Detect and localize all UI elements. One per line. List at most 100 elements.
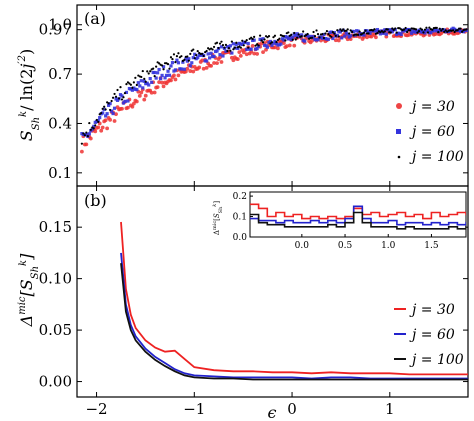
data-point [428, 26, 431, 29]
data-point [212, 45, 216, 49]
panel-a-ylabel: SShk/ ln(2j′2) [17, 49, 42, 142]
data-point [108, 102, 112, 106]
data-point [167, 73, 172, 77]
data-point [380, 29, 383, 33]
data-point [423, 28, 427, 31]
data-point [227, 47, 231, 50]
data-point [438, 27, 441, 30]
data-point [196, 49, 199, 53]
data-point [139, 90, 144, 95]
data-point [437, 30, 440, 34]
data-point [187, 59, 190, 62]
data-point [291, 38, 294, 41]
data-point [325, 30, 329, 33]
data-point [188, 64, 192, 68]
data-point [147, 83, 151, 87]
data-point [267, 35, 271, 38]
data-point [176, 73, 181, 78]
data-point [237, 50, 242, 55]
data-point [158, 77, 163, 81]
data-point [215, 41, 219, 44]
data-point [432, 29, 436, 33]
data-point [374, 35, 378, 40]
data-point [346, 32, 350, 36]
svg-text:Δmic[SShk]: Δmic[SShk] [17, 253, 41, 327]
data-point [246, 41, 250, 46]
data-point [352, 29, 356, 34]
data-point [465, 28, 468, 31]
data-point [406, 30, 409, 34]
data-point [126, 99, 130, 103]
data-point [318, 36, 321, 39]
inset-line-j100 [250, 211, 466, 230]
data-point [140, 75, 143, 79]
data-point [399, 32, 403, 37]
data-point [102, 107, 106, 111]
data-point [440, 29, 443, 32]
data-point [249, 47, 253, 51]
data-point [217, 46, 220, 50]
data-point [187, 57, 191, 61]
data-point [250, 44, 255, 48]
data-point [273, 39, 277, 44]
data-point [185, 59, 189, 63]
data-point [101, 107, 104, 110]
data-point [316, 33, 320, 36]
data-point [239, 46, 242, 49]
data-point [105, 126, 110, 131]
data-point [365, 35, 369, 40]
data-point [287, 31, 290, 34]
data-point [226, 49, 229, 53]
data-point [261, 41, 265, 44]
data-point [193, 52, 197, 56]
data-point [180, 55, 183, 58]
data-point [256, 43, 259, 46]
panel-b-xtick-label: 1 [385, 400, 395, 418]
data-point [209, 64, 213, 68]
data-point [154, 76, 158, 80]
data-point [150, 80, 154, 84]
data-point [107, 103, 111, 107]
data-point [208, 56, 212, 60]
data-point [141, 86, 145, 90]
data-point [294, 38, 297, 41]
data-point [114, 95, 118, 98]
data-point [104, 114, 108, 118]
data-point [294, 34, 298, 38]
data-point [330, 35, 333, 38]
data-point [289, 37, 293, 42]
data-point [235, 57, 240, 62]
data-point [113, 92, 116, 96]
data-point [82, 132, 85, 135]
data-point [422, 31, 425, 34]
inset-xtick-label: 0.5 [338, 241, 353, 251]
data-point [340, 36, 344, 40]
data-point [224, 43, 228, 46]
inset-xtick-label: 1.5 [424, 241, 439, 251]
data-point [273, 34, 277, 37]
panel-b-line-j100 [120, 263, 468, 381]
data-point [174, 61, 177, 64]
data-point [144, 80, 147, 83]
data-point [336, 29, 339, 32]
data-point [362, 33, 366, 37]
panel-a-ytick-label: 0.1 [48, 164, 72, 182]
panel-b-xtick-label: −2 [85, 400, 107, 418]
data-point [153, 70, 157, 75]
data-point [242, 44, 245, 47]
data-point [173, 77, 178, 82]
panel-a-ytick-label: 0.4 [48, 114, 72, 132]
data-point [120, 94, 124, 98]
data-point [247, 46, 250, 49]
data-point [219, 45, 224, 49]
data-point [163, 76, 167, 80]
data-point [442, 28, 446, 32]
data-point [282, 38, 286, 42]
data-point [188, 69, 193, 73]
panel-b-frame [76, 185, 469, 398]
data-point [276, 46, 280, 51]
data-point [218, 53, 222, 57]
data-point [270, 41, 274, 44]
data-point [371, 29, 375, 32]
data-point [90, 127, 94, 131]
